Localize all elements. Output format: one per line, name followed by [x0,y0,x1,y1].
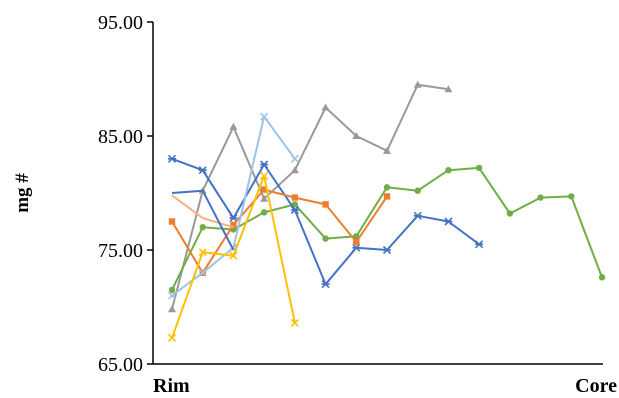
data-point [168,286,176,294]
data-point [321,103,330,111]
series-line [171,194,234,229]
series-line [171,115,296,297]
series-line [171,189,235,251]
data-point [290,318,299,328]
data-point [168,305,176,313]
data-point [260,160,269,169]
data-point [322,235,329,242]
series-7 [171,189,235,251]
series-line [171,188,388,274]
data-point [260,194,269,202]
data-point [444,85,453,93]
data-point [383,146,391,154]
y-tick-label: 95.00 [98,12,143,34]
data-point [260,112,269,121]
plot-area [167,80,606,342]
data-point [229,122,238,130]
series-line [171,83,449,310]
data-point [291,194,299,201]
y-tick-label: 65.00 [98,354,143,376]
x-end-label: Core [575,375,617,397]
data-point [444,217,453,226]
data-point [414,187,421,194]
y-axis-title: mg # [12,173,33,213]
data-point [445,167,452,174]
data-point [475,164,483,172]
data-point [537,194,544,201]
data-point [413,211,422,220]
data-point [290,154,299,163]
data-point [383,184,391,191]
y-tick-label: 85.00 [98,126,143,148]
data-point [199,224,206,231]
data-point [475,240,484,249]
data-point [321,280,330,289]
data-point [352,132,361,139]
data-point [382,245,392,255]
x-start-label: Rim [153,375,190,397]
data-point [167,291,177,300]
data-point [198,166,207,175]
series-6 [167,171,299,342]
series-3 [168,186,391,276]
series-0 [168,80,453,313]
data-point [352,243,361,252]
data-point [198,268,207,277]
data-point [260,209,268,216]
data-point [229,214,238,223]
y-ticks: 65.00 75.00 85.00 95.00 [98,12,153,376]
data-point [290,206,299,215]
series-4 [171,194,234,229]
data-point [598,274,606,281]
data-point [260,186,268,193]
data-point [568,193,575,200]
data-point [413,80,422,88]
data-point [198,248,207,257]
axes: 65.00 75.00 85.00 95.00 [98,12,603,376]
data-point [167,333,177,342]
series-1 [168,164,606,294]
data-point [230,221,237,229]
data-point [506,210,514,217]
data-point [353,238,360,246]
data-point [229,251,238,260]
data-point [167,154,177,163]
data-point [168,218,176,225]
data-point [322,201,329,208]
data-point [383,193,391,200]
y-tick-label: 75.00 [98,240,143,262]
data-point [260,171,269,180]
series-2 [167,154,484,289]
data-point [290,166,299,174]
